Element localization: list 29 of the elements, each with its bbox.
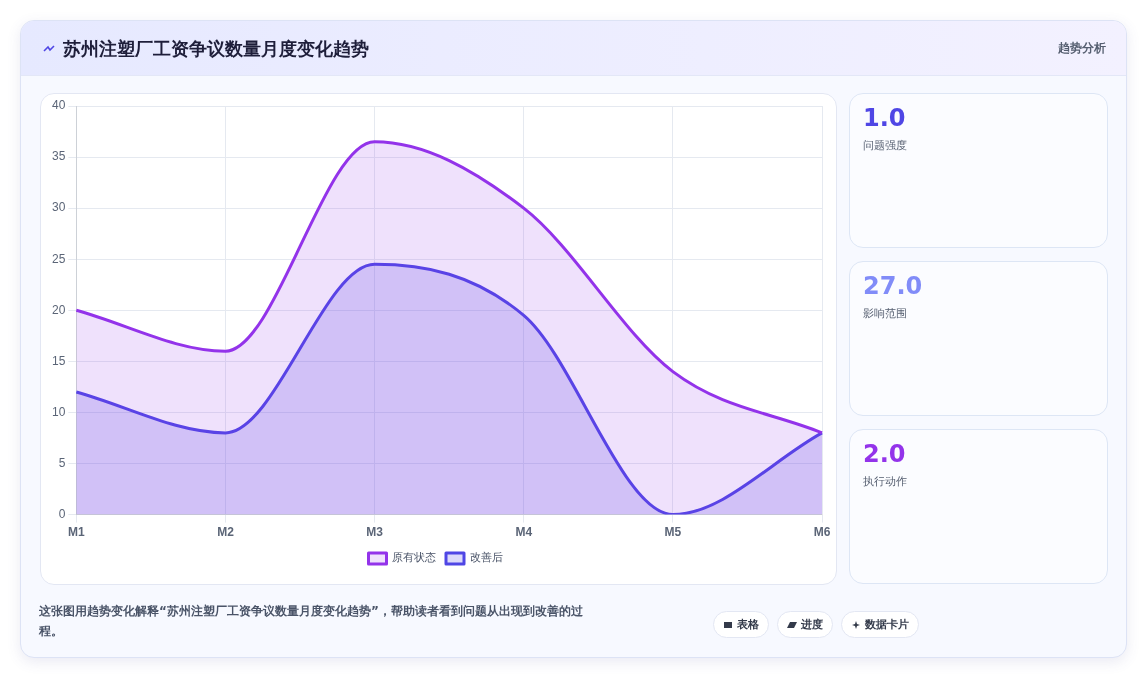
y-tick-label: 35 [51,149,66,164]
y-tick-label: 10 [51,404,66,419]
text: 2.0 [863,440,906,468]
legend-label: 原有状态 [392,551,436,565]
x-tick-label: M3 [366,525,384,540]
x-tick-label: M2 [217,525,235,540]
chart-title: 苏州注塑厂工资争议数量月度变化趋势 [63,37,369,61]
x-tick-label: M6 [813,525,831,540]
y-tick-label: 40 [51,98,66,113]
text: 表格 [737,617,759,632]
y-tick-label: 0 [58,506,66,521]
y-tick-label: 5 [58,455,66,470]
text: 这张图用趋势变化解释“苏州注塑厂工资争议数量月度变化趋势”，帮助读者看到问题从出现到改善的过程。 [39,603,584,640]
text: 问题强度 [863,138,907,153]
text: 27.0 [863,272,923,300]
x-tick-label: M5 [664,525,682,540]
y-tick-label: 20 [51,302,66,317]
legend-label: 改善后 [469,551,503,565]
text: 执行动作 [863,474,907,489]
x-tick-label: M1 [68,525,86,540]
text: 影响范围 [863,306,907,321]
y-tick-label: 15 [51,353,66,368]
text: 数据卡片 [865,617,909,632]
y-tick-label: 25 [51,251,66,266]
text: 趋势分析 [1058,40,1106,57]
y-tick-label: 30 [51,200,66,215]
x-tick-label: M4 [515,525,533,540]
text: 进度 [801,617,823,632]
text: 1.0 [863,104,906,132]
